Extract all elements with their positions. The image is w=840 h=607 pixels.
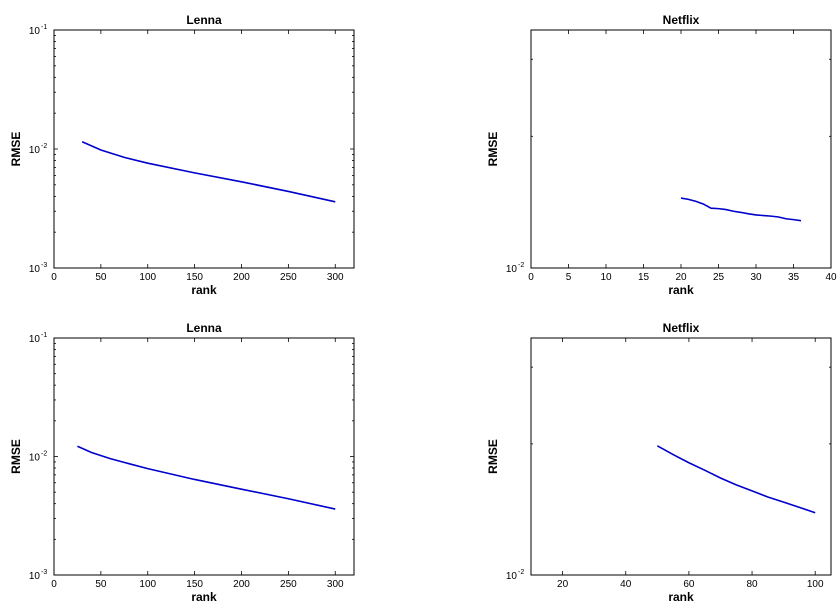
x-axis-label: rank [668, 283, 694, 297]
series-line-1 [77, 445, 336, 510]
x-tick-label: 200 [233, 579, 250, 590]
x-tick-label: 300 [327, 272, 344, 283]
y-tick-label-exponent: -2 [518, 262, 524, 269]
y-tick-label-exponent: -2 [41, 143, 47, 150]
series-line-1 [656, 445, 816, 514]
chart-panel-4: Netflix rank RMSE 20 40 60 80 100 10 -2 [486, 321, 832, 604]
x-tick-label: 250 [280, 272, 297, 283]
y-tick-label-base: 10 [29, 26, 41, 37]
chart-title: Netflix [663, 321, 700, 335]
x-tick-label: 50 [95, 579, 107, 590]
x-tick-label: 150 [186, 272, 203, 283]
y-tick-label-base: 10 [29, 145, 41, 156]
chart-title: Netflix [663, 13, 700, 27]
x-axis-label: rank [668, 590, 694, 604]
y-axis-label: RMSE [486, 439, 500, 474]
x-tick-label: 10 [600, 272, 612, 283]
x-tick-label: 30 [750, 272, 762, 283]
x-tick-label: 20 [675, 272, 687, 283]
series-line-1 [680, 197, 802, 222]
x-tick-label: 0 [51, 272, 57, 283]
x-tick-label: 40 [825, 272, 837, 283]
x-tick-label: 25 [713, 272, 725, 283]
x-tick-label: 100 [139, 579, 156, 590]
x-tick-label: 100 [807, 579, 824, 590]
plot-frame [530, 337, 832, 576]
y-tick-label-base: 10 [29, 453, 41, 464]
y-tick-label-exponent: -3 [41, 569, 47, 576]
x-axis-label: rank [191, 283, 217, 297]
x-tick-label: 150 [186, 579, 203, 590]
y-tick-label-base: 10 [506, 571, 518, 582]
x-tick-label: 15 [638, 272, 650, 283]
y-tick-label-base: 10 [29, 571, 41, 582]
series-line-1 [81, 141, 336, 203]
y-tick-label-exponent: -2 [41, 451, 47, 458]
x-axis-label: rank [191, 590, 217, 604]
y-axis-label: RMSE [486, 132, 500, 167]
y-tick-label-exponent: -1 [41, 332, 47, 339]
x-tick-label: 300 [327, 579, 344, 590]
x-tick-label: 0 [51, 579, 57, 590]
chart-title: Lenna [186, 321, 222, 335]
x-tick-label: 5 [566, 272, 572, 283]
x-tick-label: 0 [528, 272, 534, 283]
y-tick-label-base: 10 [506, 264, 518, 275]
x-tick-label: 40 [620, 579, 632, 590]
plot-frame [53, 337, 355, 576]
y-axis-label: RMSE [9, 439, 23, 474]
x-tick-label: 100 [139, 272, 156, 283]
y-tick-label-base: 10 [29, 264, 41, 275]
chart-title: Lenna [186, 13, 222, 27]
x-tick-label: 80 [746, 579, 758, 590]
y-tick-label-base: 10 [29, 334, 41, 345]
x-tick-label: 20 [557, 579, 569, 590]
x-tick-label: 200 [233, 272, 250, 283]
x-tick-label: 35 [788, 272, 800, 283]
x-tick-label: 250 [280, 579, 297, 590]
y-tick-label-exponent: -2 [518, 569, 524, 576]
plot-frame [530, 29, 832, 269]
y-axis-label: RMSE [9, 132, 23, 167]
y-tick-label-exponent: -1 [41, 24, 47, 31]
x-tick-label: 60 [683, 579, 695, 590]
x-tick-label: 50 [95, 272, 107, 283]
y-tick-label-exponent: -3 [41, 262, 47, 269]
